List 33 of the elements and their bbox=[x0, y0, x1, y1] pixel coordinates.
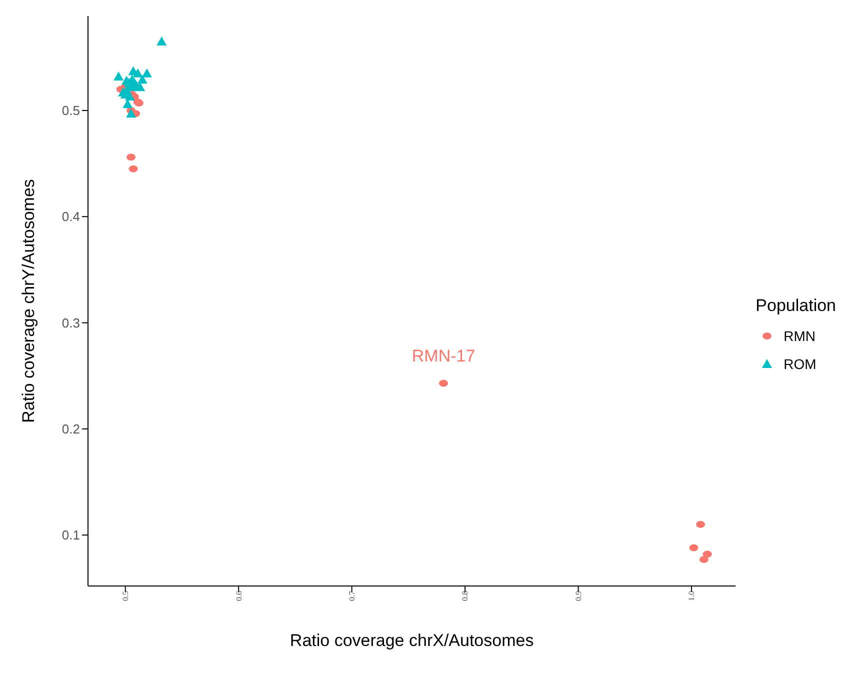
x-tick-label: 0.6 bbox=[234, 591, 244, 601]
y-tick-label: 0.3 bbox=[62, 315, 80, 330]
point bbox=[137, 74, 148, 84]
point bbox=[128, 165, 138, 172]
x-tick-label: 0.8 bbox=[460, 591, 470, 601]
point bbox=[132, 68, 143, 78]
x-tick-label: 1.0 bbox=[687, 591, 696, 601]
data-label: RMN-17 bbox=[412, 346, 476, 366]
legend-label: ROM bbox=[784, 356, 816, 372]
y-tick-label: 0.1 bbox=[62, 528, 80, 543]
point bbox=[124, 92, 135, 101]
x-tick-label: 0.7 bbox=[348, 591, 356, 601]
point bbox=[126, 154, 136, 161]
point bbox=[122, 99, 133, 108]
legend-label: RMN bbox=[784, 328, 816, 344]
point bbox=[702, 550, 712, 558]
point bbox=[439, 380, 448, 387]
y-tick-label: 0.5 bbox=[62, 103, 80, 118]
y-tick-label: 0.4 bbox=[62, 209, 80, 224]
point bbox=[114, 72, 124, 81]
point bbox=[156, 36, 167, 46]
point bbox=[696, 520, 706, 528]
y-axis-title: Ratio coverage chrY/Autosomes bbox=[19, 179, 38, 423]
point bbox=[135, 82, 146, 92]
x-axis-title: Ratio coverage chrX/Autosomes bbox=[290, 631, 534, 650]
legend-title: Population bbox=[756, 296, 836, 316]
point bbox=[126, 108, 136, 118]
x-tick-label: 0.9 bbox=[574, 591, 583, 601]
point bbox=[142, 68, 152, 78]
point bbox=[699, 556, 708, 563]
x-tick-label: 0.5 bbox=[121, 591, 130, 601]
y-tick-label: 0.2 bbox=[62, 422, 80, 437]
point bbox=[689, 544, 698, 552]
